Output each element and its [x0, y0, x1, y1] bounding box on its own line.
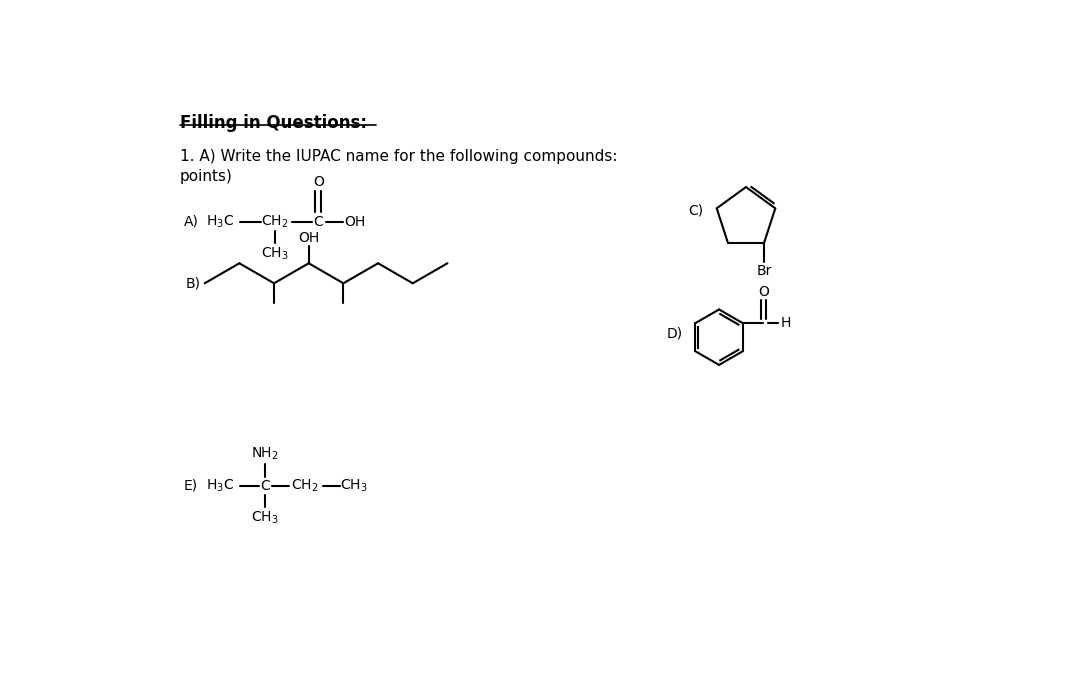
Text: Br: Br	[756, 264, 772, 279]
Text: OH: OH	[298, 231, 320, 245]
Text: CH$_3$: CH$_3$	[340, 477, 368, 494]
Text: points): points)	[180, 169, 233, 185]
Text: A): A)	[184, 215, 199, 228]
Text: Filling in Questions:: Filling in Questions:	[180, 114, 367, 132]
Text: H$_3$C: H$_3$C	[206, 477, 234, 494]
Text: O: O	[313, 175, 324, 189]
Text: CH$_3$: CH$_3$	[251, 509, 279, 525]
Text: CH$_3$: CH$_3$	[261, 246, 288, 262]
Text: B): B)	[186, 276, 201, 290]
Text: CH$_2$: CH$_2$	[291, 477, 319, 494]
Text: NH$_2$: NH$_2$	[251, 446, 279, 462]
Text: C: C	[313, 215, 323, 228]
Text: H: H	[781, 316, 792, 331]
Text: O: O	[758, 285, 769, 299]
Text: CH$_2$: CH$_2$	[261, 213, 288, 230]
Text: H$_3$C: H$_3$C	[206, 213, 234, 230]
Text: C): C)	[688, 203, 703, 217]
Text: 1. A) Write the IUPAC name for the following compounds:: 1. A) Write the IUPAC name for the follo…	[180, 149, 618, 163]
Text: E): E)	[184, 479, 198, 493]
Text: C: C	[260, 479, 270, 493]
Text: OH: OH	[345, 215, 365, 228]
Text: D): D)	[666, 327, 683, 340]
